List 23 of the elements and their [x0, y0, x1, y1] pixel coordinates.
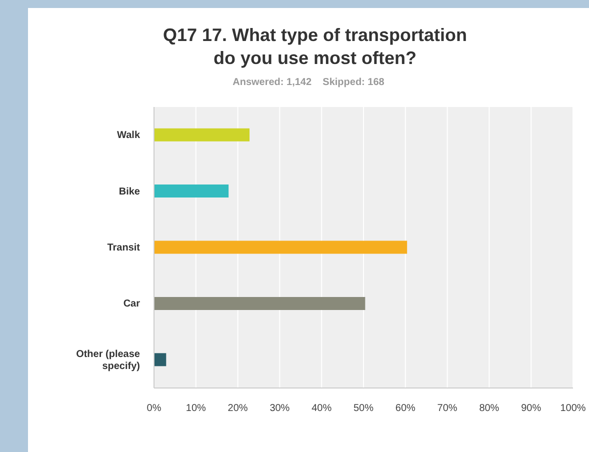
x-tick-label: 100% — [560, 403, 586, 414]
bar — [154, 296, 366, 310]
y-tick-label: Walk — [117, 130, 140, 141]
chart-title: Q17 17. What type of transportation do you use most often? — [162, 24, 468, 70]
x-tick-label: 50% — [353, 403, 374, 414]
y-tick-label: Other (please specify) — [76, 348, 140, 372]
x-tick-label: 0% — [146, 403, 162, 414]
x-tick-label: 70% — [437, 403, 458, 414]
chart-subtitle: Answered: 1,142 Skipped: 168 — [232, 77, 386, 88]
x-tick-label: 80% — [479, 403, 500, 414]
bar — [154, 240, 408, 254]
bar — [154, 353, 166, 366]
y-tick-label: Bike — [118, 186, 140, 197]
y-tick-label: Transit — [107, 242, 141, 253]
x-tick-label: 30% — [270, 403, 290, 414]
y-tick-label: Car — [123, 298, 140, 310]
bar — [154, 184, 229, 198]
x-tick-label: 20% — [228, 403, 248, 414]
x-tick-label: 10% — [186, 403, 206, 414]
x-tick-label: 60% — [395, 403, 416, 414]
x-tick-label: 90% — [521, 403, 542, 414]
x-tick-label: 40% — [312, 403, 332, 414]
bar — [154, 128, 250, 142]
